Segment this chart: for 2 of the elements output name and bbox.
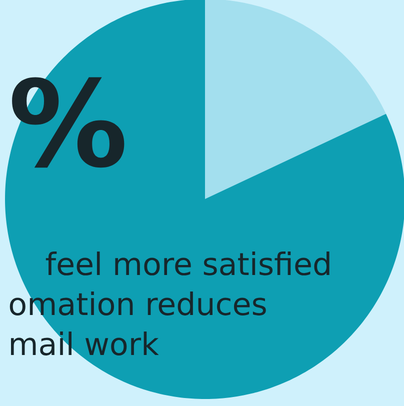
text: mail work — [11, 332, 159, 356]
text: feel more satisfied — [46, 252, 330, 276]
